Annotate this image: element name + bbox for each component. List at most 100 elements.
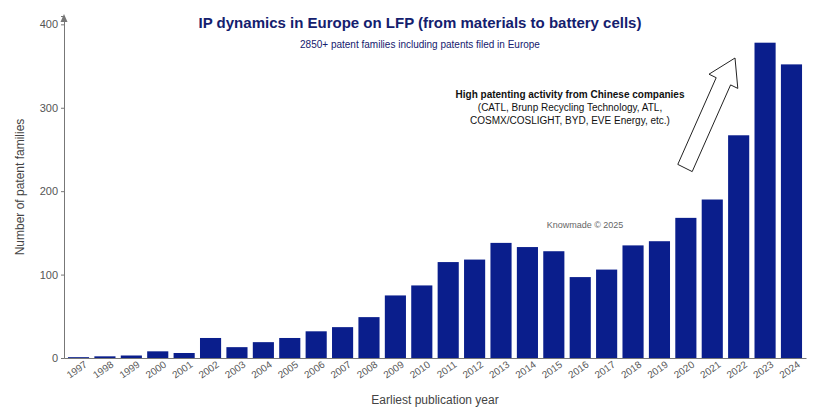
x-tick-label: 2000	[144, 358, 169, 380]
x-tick-label: 2022	[725, 358, 750, 380]
x-axis: 1997199819992000200120022003200420052006…	[64, 358, 806, 381]
x-tick: 2000	[144, 358, 169, 381]
x-tick-label: 2003	[223, 358, 248, 380]
x-tick-label: 2019	[645, 358, 670, 380]
annotation-arrow	[678, 58, 738, 172]
annotation: High patenting activity from Chinese com…	[456, 89, 685, 100]
x-tick: 2002	[197, 358, 222, 381]
bar	[570, 277, 591, 358]
x-tick-label: 2021	[698, 358, 723, 380]
y-tick-mark	[61, 191, 64, 192]
bar	[174, 353, 195, 358]
x-tick: 1999	[117, 358, 142, 381]
x-tick-label: 1999	[117, 358, 142, 380]
x-tick-label: 2013	[487, 358, 512, 380]
x-tick: 2009	[381, 358, 406, 381]
x-tick: 2023	[751, 358, 776, 381]
x-tick-label: 2024	[777, 358, 802, 380]
y-tick-label: 300	[40, 102, 58, 114]
bar	[332, 327, 353, 358]
x-tick-label: 2014	[513, 358, 538, 380]
bar	[68, 357, 89, 358]
y-tick-mark	[61, 24, 64, 25]
bar	[755, 43, 776, 358]
bar	[411, 285, 432, 358]
x-tick-label: 2017	[593, 358, 618, 380]
bar	[358, 317, 379, 358]
bar	[543, 251, 564, 358]
x-tick: 2010	[408, 358, 433, 381]
x-tick: 2016	[566, 358, 591, 381]
bar	[596, 270, 617, 358]
x-tick-label: 2015	[540, 358, 565, 380]
x-tick-label: 2010	[408, 358, 433, 380]
y-tick-label: 200	[40, 185, 58, 197]
y-tick: 0	[52, 352, 64, 364]
x-tick-label: 2020	[672, 358, 697, 380]
x-tick-label: 2007	[329, 358, 354, 380]
x-tick: 1997	[64, 358, 89, 381]
bar	[94, 356, 115, 358]
x-tick: 2014	[513, 358, 538, 381]
x-tick: 2019	[645, 358, 670, 381]
bar	[702, 200, 723, 358]
x-tick: 1998	[91, 358, 116, 381]
chart: 0100200300400199719981999200020012002200…	[0, 0, 825, 413]
bar	[306, 331, 327, 358]
x-tick-label: 2002	[197, 358, 222, 380]
bar	[464, 260, 485, 358]
y-axis-line	[61, 17, 65, 359]
x-tick: 2012	[461, 358, 486, 381]
x-tick: 2015	[540, 358, 565, 381]
bar	[200, 338, 221, 358]
x-tick: 2005	[276, 358, 301, 381]
x-tick-label: 2009	[381, 358, 406, 380]
bar	[253, 342, 274, 358]
x-tick-label: 2006	[302, 358, 327, 380]
x-axis-line	[65, 358, 807, 359]
y-tick: 100	[40, 269, 64, 281]
subtitle: 2850+ patent families including patents …	[300, 39, 540, 50]
x-axis-title: Earliest publication year	[371, 393, 498, 407]
x-tick-label: 2018	[619, 358, 644, 380]
bar	[385, 295, 406, 358]
x-tick-label: 1998	[91, 358, 116, 380]
x-tick: 2011	[435, 358, 459, 380]
y-tick-mark	[61, 358, 64, 359]
x-tick: 2017	[593, 358, 618, 381]
annotation: COSMX/COSLIGHT, BYD, EVE Energy, etc.)	[470, 115, 670, 126]
watermark: Knowmade © 2025	[547, 220, 624, 230]
y-axis: 0 100 200 300 400	[40, 17, 65, 365]
y-tick-label: 0	[52, 352, 58, 364]
x-tick: 2013	[487, 358, 512, 381]
y-axis-arrow	[61, 14, 68, 22]
y-axis-title: Number of patent families	[13, 119, 27, 256]
x-tick: 2008	[355, 358, 380, 381]
x-tick: 2001	[170, 358, 195, 381]
x-tick-label: 2011	[435, 358, 459, 380]
x-tick: 2022	[725, 358, 750, 381]
x-tick-label: 2008	[355, 358, 380, 380]
y-tick: 300	[40, 102, 64, 114]
x-tick-label: 1997	[64, 358, 89, 380]
x-tick: 2021	[698, 358, 723, 381]
y-tick-mark	[61, 108, 64, 109]
x-tick: 2004	[249, 358, 274, 381]
bar	[121, 355, 142, 358]
x-tick: 2020	[672, 358, 697, 381]
x-tick: 2018	[619, 358, 644, 381]
bar	[438, 262, 459, 358]
bar	[675, 218, 696, 358]
bar	[622, 245, 643, 358]
annotation: (CATL, Brunp Recycling Technology, ATL,	[478, 102, 662, 113]
x-tick: 2003	[223, 358, 248, 381]
bar	[649, 241, 670, 358]
x-tick-label: 2004	[249, 358, 274, 380]
bar	[279, 338, 300, 358]
x-tick: 2024	[777, 358, 802, 381]
x-tick-label: 2001	[170, 358, 195, 380]
y-tick: 400	[40, 18, 64, 30]
x-tick-label: 2012	[461, 358, 486, 380]
y-tick-mark	[61, 275, 64, 276]
bars	[68, 43, 802, 358]
